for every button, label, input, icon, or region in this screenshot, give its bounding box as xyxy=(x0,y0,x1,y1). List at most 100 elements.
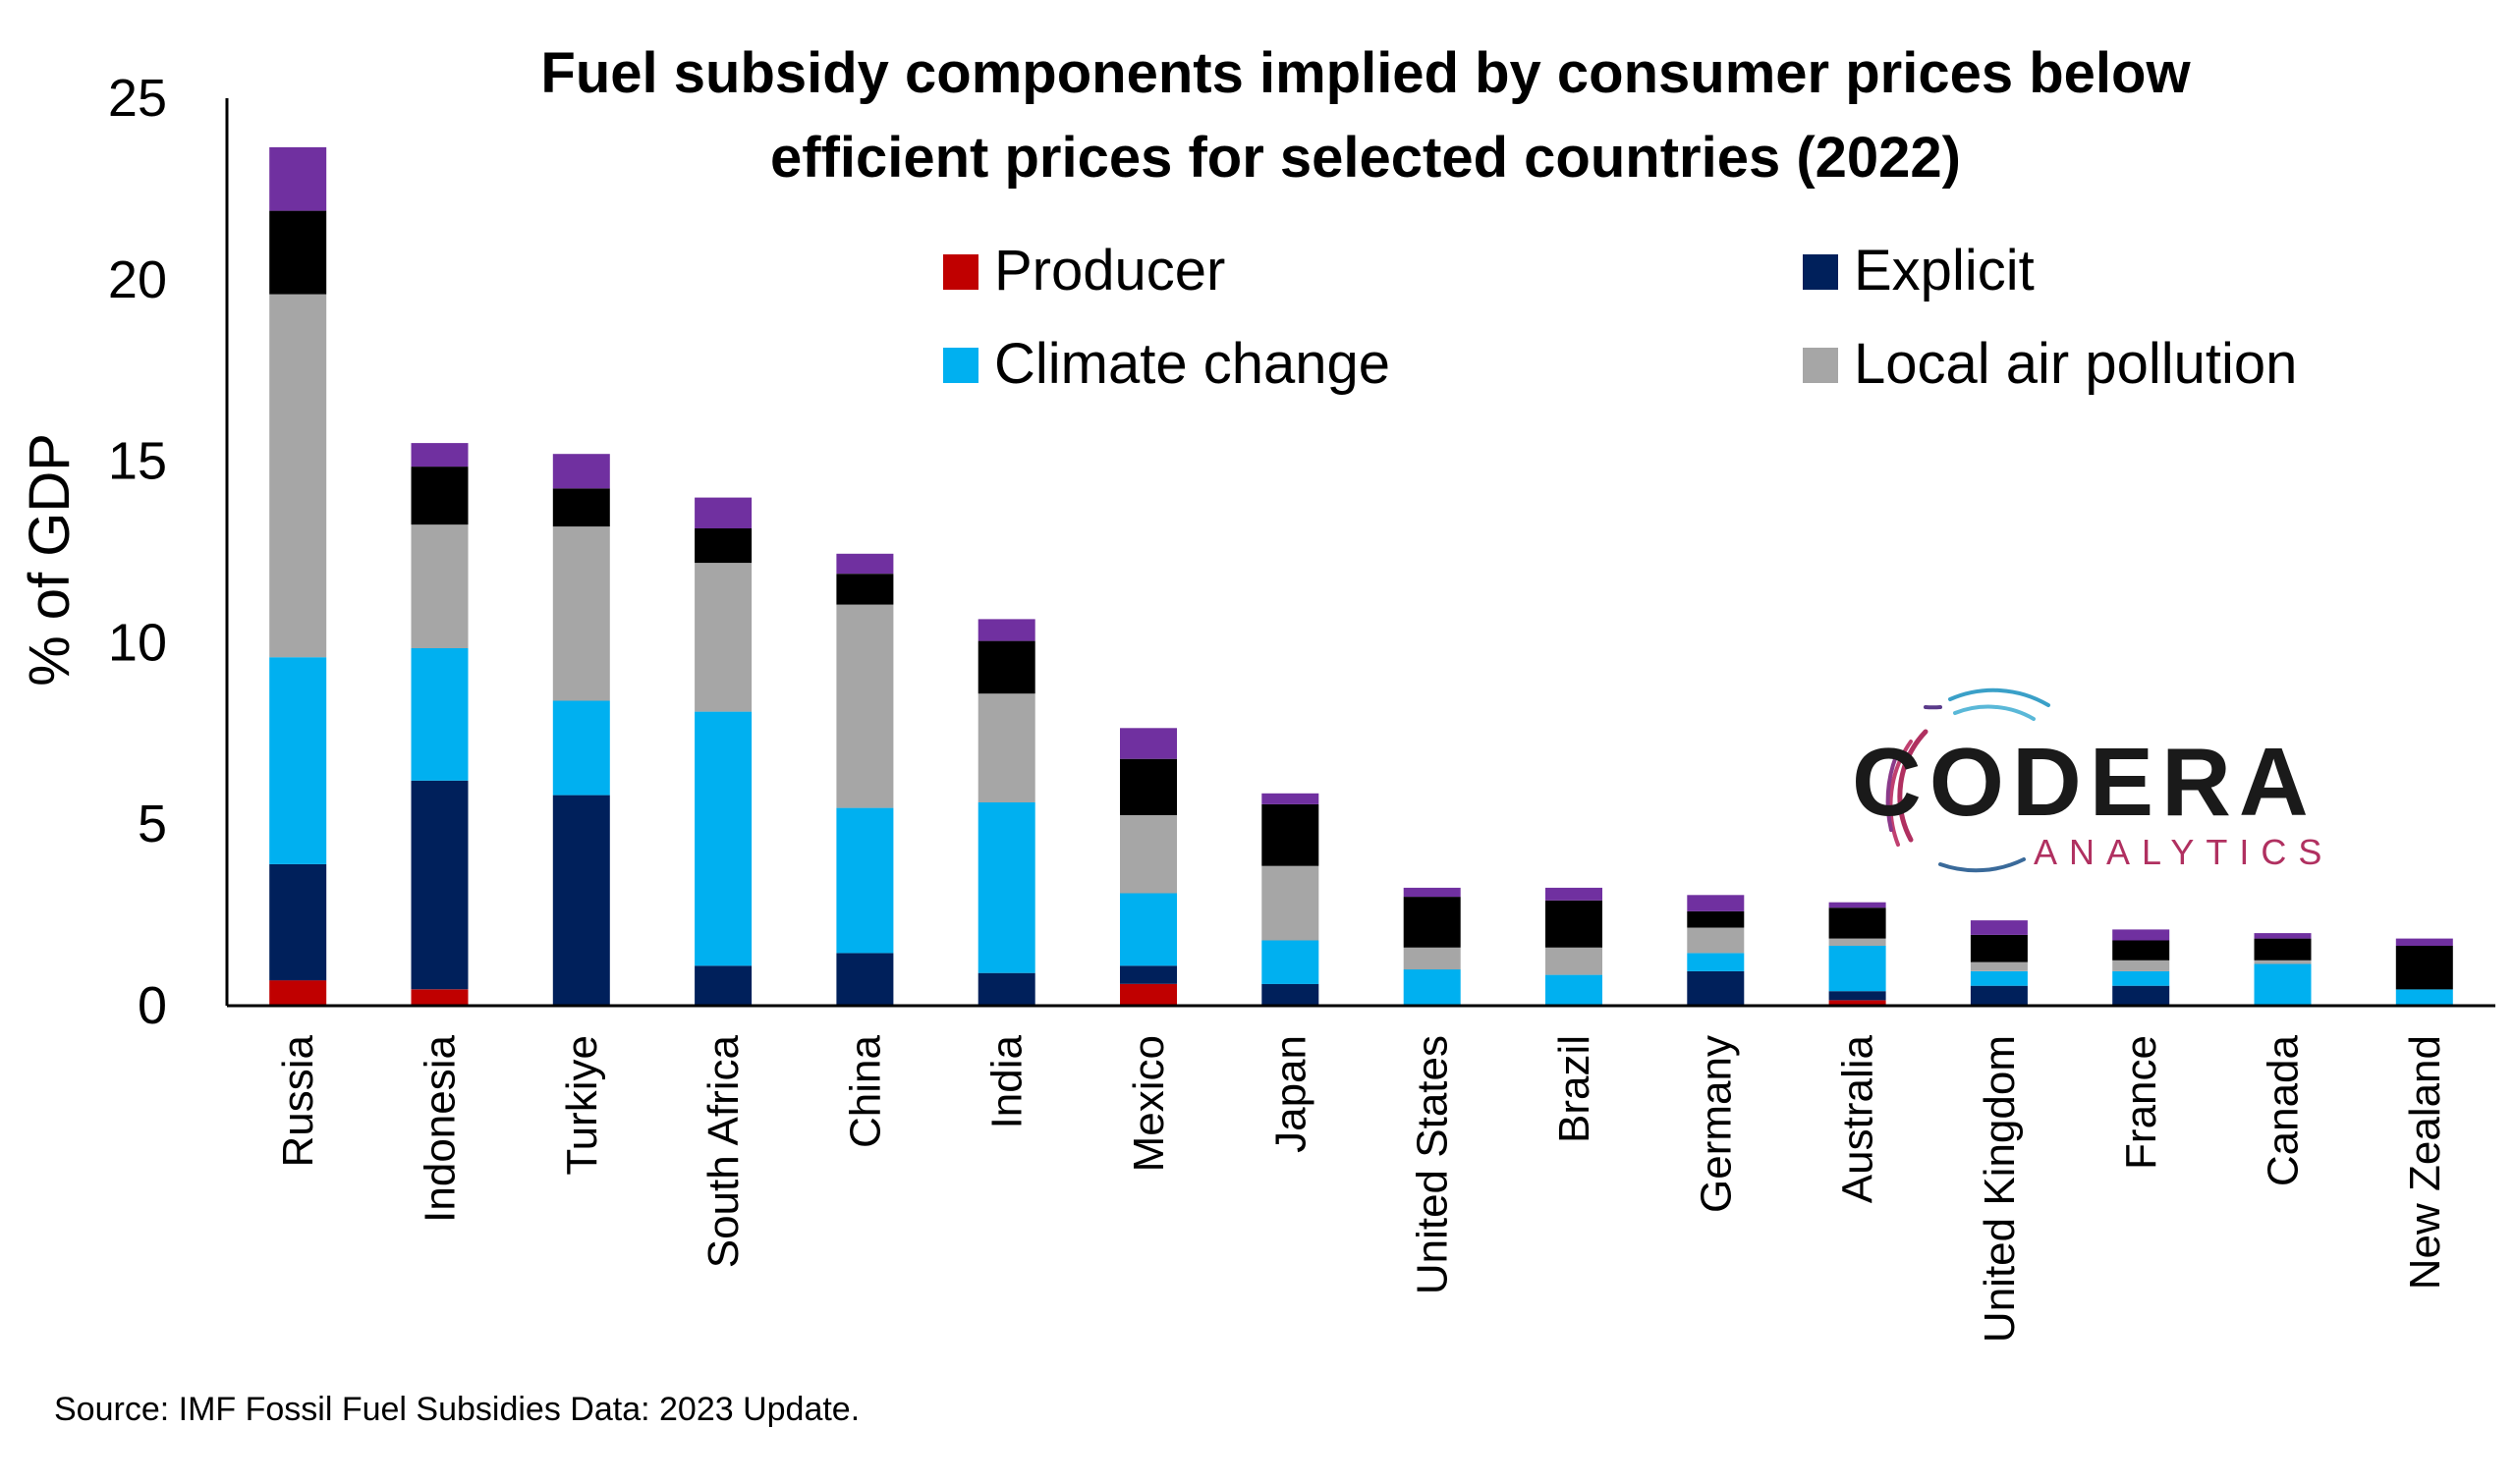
legend-swatch xyxy=(943,254,978,290)
bar-segment xyxy=(2254,933,2312,939)
bar-segment xyxy=(2112,929,2170,941)
y-tick-label: 10 xyxy=(108,613,167,672)
bar-segment xyxy=(836,807,894,954)
x-tick-label: Brazil xyxy=(1550,1035,1598,1143)
bar-segment xyxy=(1261,940,1319,984)
bar-segment xyxy=(1120,758,1177,815)
bar-stack-mexico xyxy=(1120,728,1177,1006)
logo-arc-icon xyxy=(1885,687,2050,873)
x-tick-label: South Africa xyxy=(699,1034,748,1268)
x-tick-label: India xyxy=(983,1034,1032,1128)
bar-segment xyxy=(2395,938,2453,946)
bar-segment xyxy=(836,553,894,575)
bar-segment xyxy=(411,524,469,648)
legend-item: Explicit xyxy=(1803,239,2035,302)
bar-stack-united-states xyxy=(1403,887,1461,1006)
bar-segment xyxy=(1828,946,1886,992)
y-tick-label: 5 xyxy=(138,795,167,853)
bar-segment xyxy=(1120,983,1177,1006)
codera-analytics-logo: CODERA ANALYTICS xyxy=(1852,687,2333,873)
bar-segment xyxy=(2254,963,2312,1006)
x-tick-label: Indonesia xyxy=(416,1034,464,1222)
x-axis-category-labels: Russia Indonesia Turkiye South Africa China I… xyxy=(274,1034,2449,1343)
bar-segment xyxy=(1545,900,1602,948)
x-tick-label: France xyxy=(2117,1035,2165,1170)
bar-segment xyxy=(1828,1000,1886,1006)
bar-segment xyxy=(978,693,1035,802)
x-tick-label: Australia xyxy=(1834,1034,1882,1203)
bar-segment xyxy=(552,700,610,796)
x-tick-label: United Kingdom xyxy=(1976,1035,2024,1343)
axes xyxy=(225,98,2495,1008)
bar-segment xyxy=(1120,728,1177,759)
legend-item: Climate change xyxy=(943,332,1390,396)
chart-title-line-1: Fuel subsidy components implied by consu… xyxy=(540,41,2191,105)
bar-segment xyxy=(269,980,327,1006)
y-tick-label: 25 xyxy=(108,69,167,128)
bars xyxy=(269,146,2453,1006)
bar-segment xyxy=(1261,793,1319,804)
logo-subtitle: ANALYTICS xyxy=(2034,832,2333,872)
bar-stack-canada xyxy=(2254,933,2312,1006)
y-tick-label: 15 xyxy=(108,432,167,491)
bar-segment xyxy=(1120,965,1177,984)
bar-segment xyxy=(1261,865,1319,941)
bar-segment xyxy=(1403,897,1461,948)
bar-segment xyxy=(552,526,610,701)
chart-title-line-2: efficient prices for selected countries … xyxy=(770,126,1961,190)
bar-stack-united-kingdom xyxy=(1970,920,2028,1006)
bar-segment xyxy=(978,619,1035,641)
bar-segment xyxy=(1687,970,1745,1006)
logo-wordmark: CODERA xyxy=(1852,728,2317,836)
bar-segment xyxy=(552,454,610,489)
bar-segment xyxy=(1970,970,2028,986)
bar-segment xyxy=(269,146,327,211)
legend-swatch xyxy=(1803,348,1838,383)
legend-swatch xyxy=(943,348,978,383)
source-note: Source: IMF Fossil Fuel Subsidies Data: … xyxy=(54,1391,860,1428)
bar-segment xyxy=(2395,989,2453,1006)
bar-segment xyxy=(836,604,894,808)
bar-stack-turkiye xyxy=(552,454,610,1006)
x-tick-label: New Zealand xyxy=(2401,1035,2449,1290)
bar-stack-japan xyxy=(1261,793,1319,1006)
x-tick-label: United States xyxy=(1409,1035,1457,1294)
bar-stack-south-africa xyxy=(695,497,753,1006)
bar-stack-india xyxy=(978,619,1035,1006)
bar-segment xyxy=(978,802,1035,973)
bar-segment xyxy=(836,953,894,1006)
bar-segment xyxy=(836,574,894,605)
bar-segment xyxy=(1970,934,2028,962)
bar-segment xyxy=(2112,970,2170,986)
bar-segment xyxy=(1687,953,1745,971)
x-tick-label: Mexico xyxy=(1125,1035,1173,1172)
legend-item: Local air pollution xyxy=(1803,332,2297,396)
bar-stack-indonesia xyxy=(411,443,469,1006)
bar-segment xyxy=(269,210,327,295)
x-tick-label: China xyxy=(841,1034,889,1147)
legend-label: Explicit xyxy=(1854,239,2035,302)
bar-segment xyxy=(1403,969,1461,1006)
x-tick-label: Japan xyxy=(1266,1035,1314,1153)
bar-segment xyxy=(1828,902,1886,908)
legend-item: Producer xyxy=(943,239,1225,302)
bar-segment xyxy=(552,795,610,1006)
bar-segment xyxy=(1687,927,1745,954)
bar-segment xyxy=(1687,910,1745,928)
bar-segment xyxy=(695,563,753,712)
bar-segment xyxy=(2112,960,2170,971)
x-tick-label: Turkiye xyxy=(558,1035,606,1176)
bar-stack-brazil xyxy=(1545,887,1602,1006)
bar-stack-russia xyxy=(269,146,327,1006)
bar-segment xyxy=(1545,974,1602,1006)
bar-segment xyxy=(1545,887,1602,901)
y-tick-label: 20 xyxy=(108,250,167,309)
bar-segment xyxy=(2112,985,2170,1006)
legend-label: Climate change xyxy=(994,332,1390,396)
bar-segment xyxy=(2112,940,2170,961)
bar-segment xyxy=(978,640,1035,694)
bar-segment xyxy=(411,780,469,990)
bar-segment xyxy=(1120,893,1177,966)
bar-segment xyxy=(1261,803,1319,866)
